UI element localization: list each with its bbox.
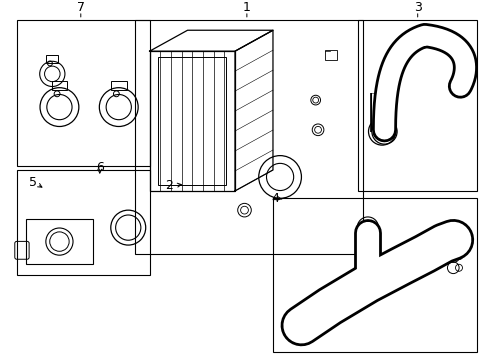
Text: 2: 2 [164,179,172,192]
Text: 1: 1 [243,1,250,14]
Bar [52,81,67,90]
Bar [111,81,126,90]
Bar [158,58,226,185]
Bar [296,316,302,338]
Bar [291,316,297,338]
Text: 7: 7 [77,1,84,14]
Bar [149,51,235,191]
Bar [26,219,92,264]
Text: 6: 6 [96,161,103,174]
Bar [453,39,463,51]
Bar [135,20,363,254]
Bar [400,33,411,42]
Text: 4: 4 [271,192,279,205]
Bar [358,20,476,191]
Bar [293,316,299,338]
Text: 5: 5 [29,176,37,189]
Bar [288,316,294,338]
Bar [17,170,149,275]
Bar [17,20,149,166]
Bar [272,198,476,352]
Bar [46,55,58,63]
Bar [325,50,336,60]
Text: 3: 3 [413,1,421,14]
